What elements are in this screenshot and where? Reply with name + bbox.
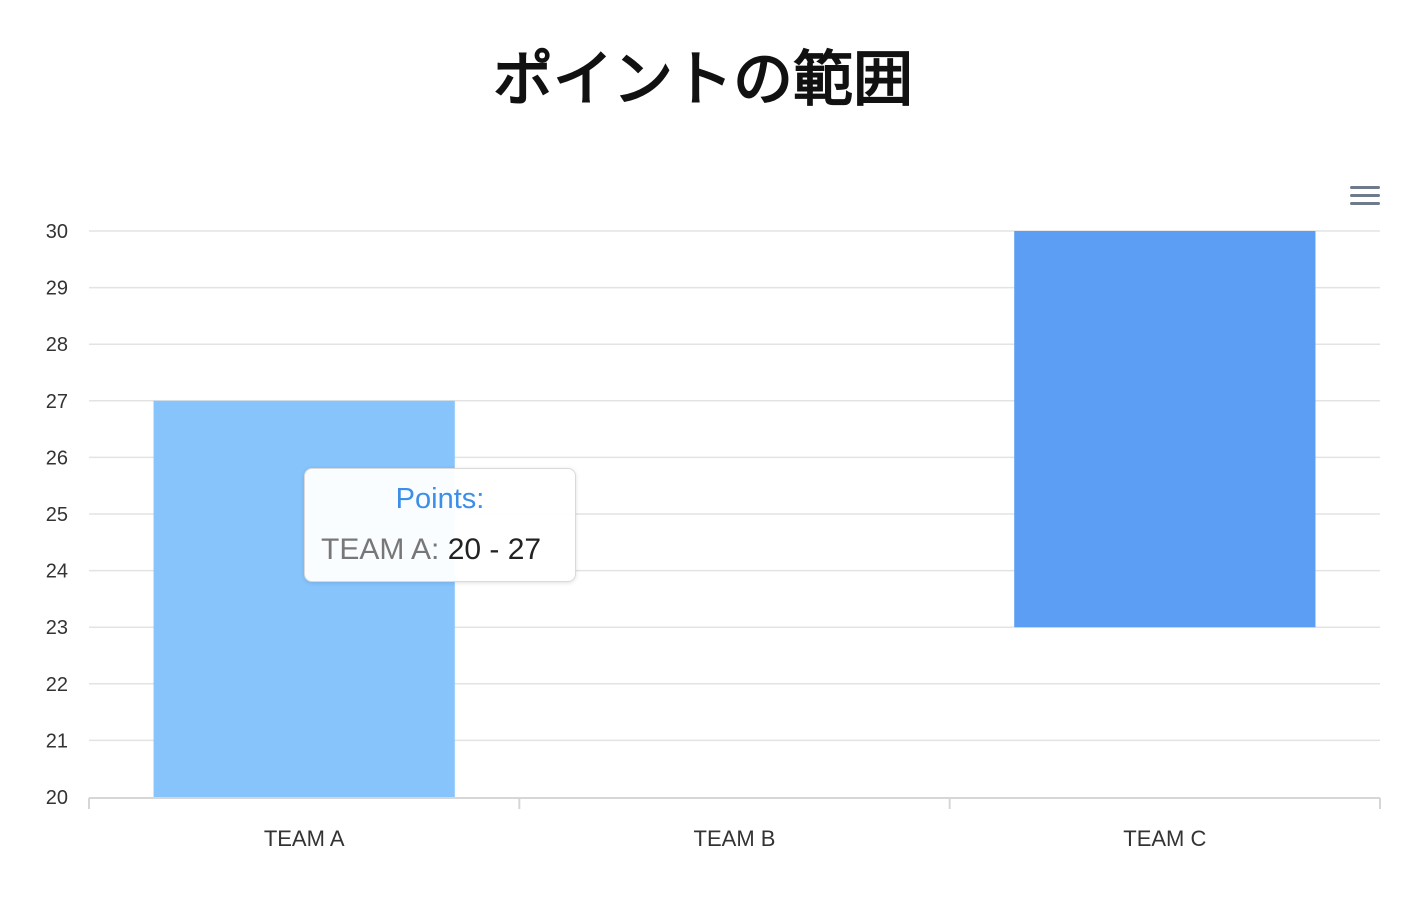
y-tick-label: 29 [46,278,68,300]
y-tick-label: 24 [46,561,68,583]
y-tick-label: 25 [46,504,68,526]
y-tick-label: 20 [46,787,68,809]
tooltip-value: 20 - 27 [447,533,542,566]
y-tick-label: 23 [46,617,68,639]
y-tick-label: 21 [46,730,68,752]
y-axis-tick-labels: 20 21 22 23 24 25 26 27 28 29 30 [46,221,68,809]
y-tick-label: 27 [46,391,68,413]
tooltip-body: TEAM A: 20 - 27 [321,533,541,567]
y-tick-label: 26 [46,447,68,469]
bar-team-a [153,400,455,797]
bars [153,231,1316,797]
y-tick-label: 28 [46,334,68,356]
bar-team-c [1014,231,1316,628]
x-tick-label: TEAM B [694,826,776,851]
x-axis-tick-labels: TEAM A TEAM B TEAM C [264,826,1207,851]
x-tick-label: TEAM C [1123,826,1206,851]
y-tick-label: 30 [46,221,68,243]
tooltip: Points: TEAM A: 20 - 27 [304,468,576,582]
chart-menu-button[interactable] [1346,180,1384,212]
x-tick-label: TEAM A [264,826,345,851]
chart-title: ポイントの範囲 [493,45,913,115]
tooltip-series-label: TEAM A: [321,533,440,566]
tooltip-title: Points: [395,483,485,515]
y-tick-label: 22 [46,674,68,696]
x-axis [88,797,1381,809]
